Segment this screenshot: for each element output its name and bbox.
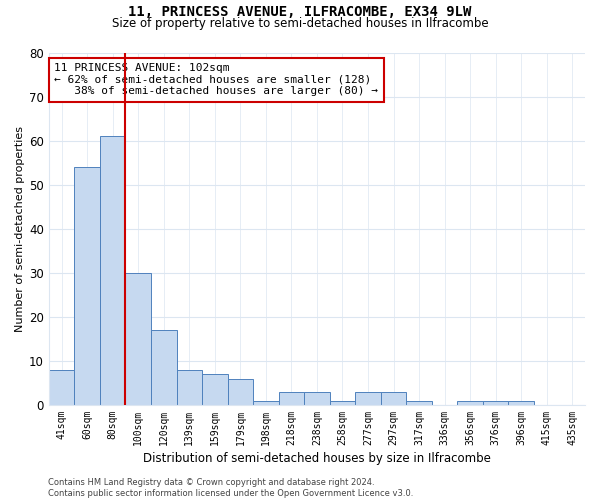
Bar [355,392,381,405]
Bar [304,392,330,405]
Bar [227,378,253,405]
Bar [508,400,534,405]
Bar [406,400,432,405]
Text: 11 PRINCESS AVENUE: 102sqm
← 62% of semi-detached houses are smaller (128)
   38: 11 PRINCESS AVENUE: 102sqm ← 62% of semi… [54,63,378,96]
Bar [202,374,227,405]
Bar [253,400,278,405]
Bar [125,273,151,405]
Text: 11, PRINCESS AVENUE, ILFRACOMBE, EX34 9LW: 11, PRINCESS AVENUE, ILFRACOMBE, EX34 9L… [128,5,472,19]
Bar [483,400,508,405]
Bar [381,392,406,405]
Bar [278,392,304,405]
Bar [151,330,176,405]
Bar [330,400,355,405]
Bar [74,167,100,405]
Y-axis label: Number of semi-detached properties: Number of semi-detached properties [15,126,25,332]
Text: Contains HM Land Registry data © Crown copyright and database right 2024.
Contai: Contains HM Land Registry data © Crown c… [48,478,413,498]
Bar [457,400,483,405]
Bar [100,136,125,405]
Text: Size of property relative to semi-detached houses in Ilfracombe: Size of property relative to semi-detach… [112,18,488,30]
Bar [176,370,202,405]
X-axis label: Distribution of semi-detached houses by size in Ilfracombe: Distribution of semi-detached houses by … [143,452,491,465]
Bar [49,370,74,405]
